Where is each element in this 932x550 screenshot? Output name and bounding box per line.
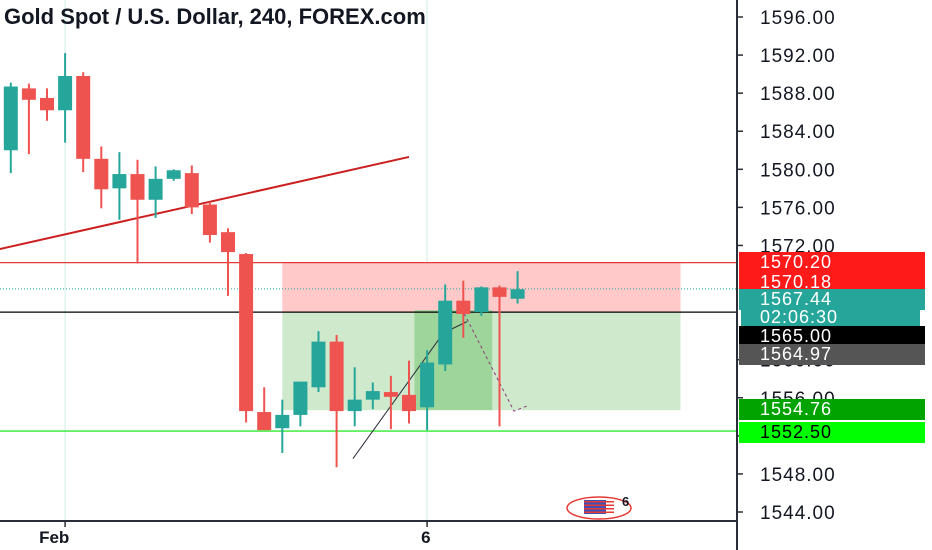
- candle-body[interactable]: [420, 362, 435, 408]
- price-tick-label: 1544.00: [760, 503, 836, 524]
- price-tag: [739, 326, 925, 347]
- candle-body[interactable]: [94, 158, 109, 190]
- candle-body[interactable]: [58, 76, 73, 111]
- candle-body[interactable]: [347, 399, 362, 412]
- candle-body[interactable]: [40, 97, 54, 111]
- price-tag: [739, 289, 925, 310]
- candle-body[interactable]: [510, 289, 525, 299]
- candle-body[interactable]: [456, 300, 471, 314]
- price-tick-label: 1588.00: [760, 84, 836, 105]
- candle-body[interactable]: [383, 392, 398, 397]
- price-tag-label: 1552.50: [760, 422, 832, 442]
- price-tag: [739, 272, 925, 293]
- candle-body[interactable]: [329, 341, 344, 412]
- price-tag-label: 1565.00: [760, 326, 832, 346]
- path-drawing-dashed[interactable]: [461, 308, 529, 412]
- price-tick-label: 1584.00: [760, 122, 836, 143]
- price-tag-label: 1570.18: [760, 272, 832, 292]
- flag-icon-stripe: [584, 511, 614, 513]
- price-tick-label: 1596.00: [760, 8, 836, 29]
- flag-icon-stripe: [584, 508, 614, 510]
- trend-line[interactable]: [0, 155, 410, 259]
- candle-body[interactable]: [3, 86, 18, 151]
- candle-body[interactable]: [202, 204, 217, 235]
- candle-body[interactable]: [293, 381, 308, 415]
- price-tag-label: 02:06:30: [760, 307, 838, 327]
- candle-body[interactable]: [402, 394, 416, 412]
- candle-body[interactable]: [221, 232, 235, 253]
- time-tick-label: 6: [421, 528, 430, 547]
- candle-body[interactable]: [239, 254, 254, 412]
- candle-body[interactable]: [365, 391, 380, 400]
- candle-body[interactable]: [438, 300, 453, 365]
- price-tag: [739, 344, 925, 365]
- price-tick-label: 1592.00: [760, 46, 836, 67]
- price-tag-label: 1554.76: [760, 399, 832, 419]
- candle-body[interactable]: [112, 174, 127, 189]
- chart-title: Gold Spot / U.S. Dollar, 240, FOREX.com: [4, 4, 426, 29]
- candle-body[interactable]: [311, 341, 326, 388]
- flag-icon-canton: [584, 500, 606, 514]
- candle-body[interactable]: [148, 178, 163, 200]
- price-tag-label: 1567.44: [760, 289, 832, 309]
- candle-body[interactable]: [166, 170, 181, 179]
- candle-body[interactable]: [76, 76, 91, 159]
- candle-body[interactable]: [184, 173, 199, 208]
- price-tag: [741, 307, 920, 328]
- event-count-badge[interactable]: 6: [622, 494, 630, 509]
- price-tag: [739, 422, 925, 443]
- price-tick-label: 1576.00: [760, 198, 836, 219]
- flag-icon-stripe: [584, 501, 614, 503]
- price-tag-label: 1564.97: [760, 344, 832, 364]
- price-tag-label: 1570.20: [760, 252, 832, 272]
- candle-body[interactable]: [275, 414, 290, 429]
- candle-body[interactable]: [492, 287, 507, 297]
- flag-icon-stripe: [584, 504, 614, 506]
- candle-body[interactable]: [257, 412, 272, 431]
- price-tag: [739, 399, 925, 420]
- price-tick-label: 1548.00: [760, 465, 836, 486]
- price-tick-label: 1580.00: [760, 160, 836, 181]
- candle-body[interactable]: [474, 287, 489, 313]
- candle-body[interactable]: [130, 174, 145, 200]
- price-tag: [739, 252, 925, 273]
- candle-body[interactable]: [21, 88, 36, 100]
- time-tick-label: Feb: [39, 528, 69, 547]
